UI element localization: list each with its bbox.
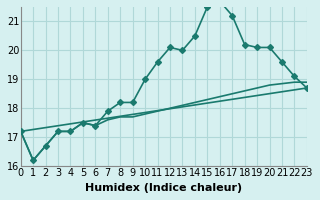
X-axis label: Humidex (Indice chaleur): Humidex (Indice chaleur)	[85, 183, 242, 193]
